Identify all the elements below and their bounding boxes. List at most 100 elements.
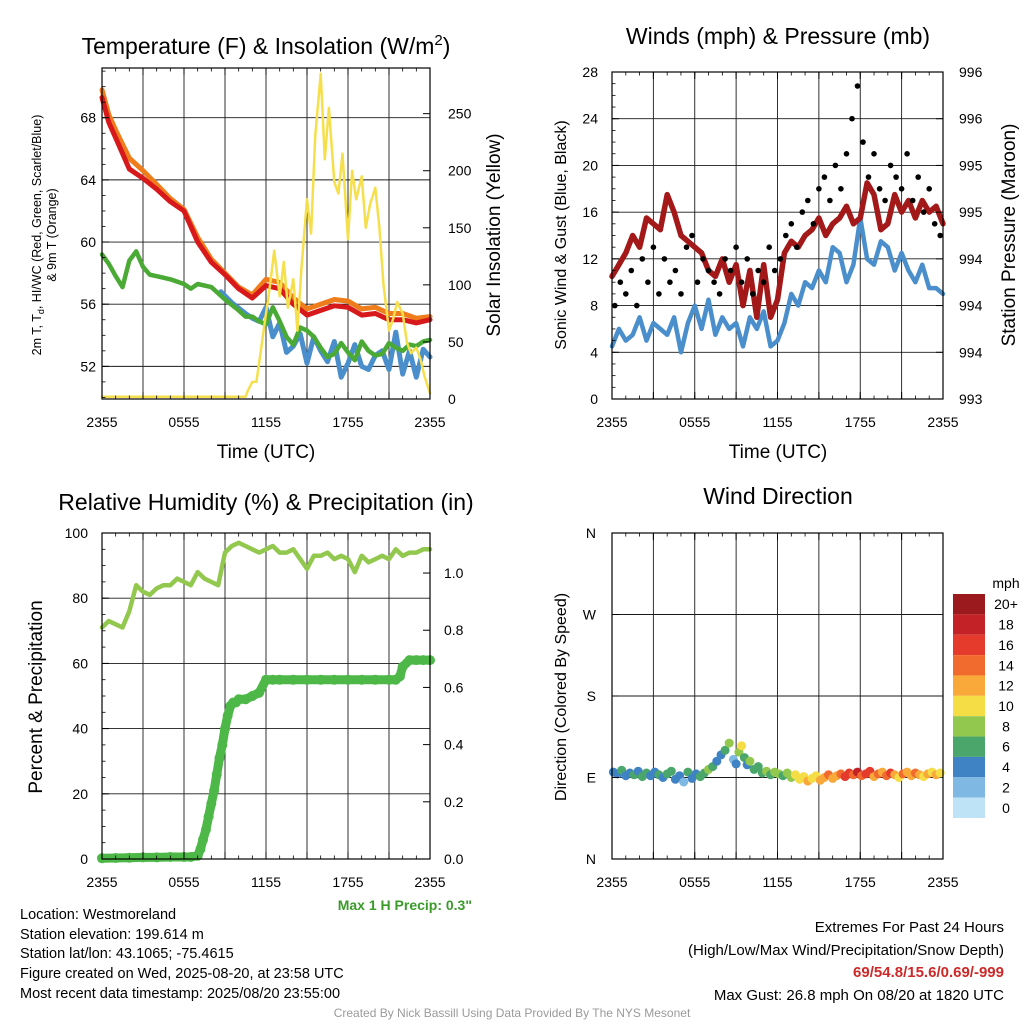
winds-ytick-label: 0	[590, 391, 598, 407]
insolation-ytick-label: 250	[448, 106, 472, 122]
precip-point	[195, 844, 206, 855]
temperature-ylabel-right: Solar Insolation (Yellow)	[484, 133, 505, 336]
colorbar-swatch	[953, 736, 985, 757]
gust-point	[639, 256, 646, 262]
gust-point	[783, 232, 789, 239]
colorbar-swatch	[953, 614, 985, 635]
gust-point	[887, 162, 894, 169]
gust-point	[909, 197, 916, 204]
gust-point	[645, 279, 651, 286]
precip-point	[203, 811, 214, 822]
precip-point	[394, 671, 405, 682]
pressure-ytick-label: 995	[959, 204, 983, 220]
precip-point	[315, 674, 326, 685]
winds-ytick-label: 8	[590, 298, 598, 314]
humidity-ytick-label: 100	[65, 525, 89, 541]
colorbar-label: 16	[998, 637, 1014, 653]
gust-point	[915, 174, 921, 180]
pressure-ytick-label: 994	[959, 251, 983, 267]
direction-point	[753, 762, 763, 772]
gust-point	[893, 174, 899, 180]
temperature-ylabel-left: 2m T, Td, HI/WC (Red, Green, Scarlet/Blu…	[30, 115, 46, 356]
direction-xtick-label: 2355	[596, 874, 627, 890]
temperature-ytick-label: 68	[80, 110, 96, 126]
insolation-ytick-label: 100	[448, 277, 472, 293]
humidity-xtick-label: 1155	[251, 874, 281, 890]
created-text: Figure created on Wed, 2025-08-20, at 23…	[20, 966, 344, 983]
precip-point	[370, 674, 381, 685]
humidity-ytick-label: 40	[72, 721, 88, 737]
pressure-line	[609, 180, 946, 321]
station-info: Location: Westmoreland Station elevation…	[20, 906, 344, 1005]
extremes-info: Extremes For Past 24 Hours (High/Low/Max…	[688, 917, 1004, 1007]
temperature-xtick-label: 0555	[168, 414, 199, 430]
gust-point	[683, 244, 690, 250]
colorbar-label: 12	[998, 678, 1014, 694]
precip-point	[209, 785, 220, 796]
gust-point	[865, 174, 872, 180]
pressure-ytick-label: 996	[959, 111, 983, 127]
extremes-values: 69/54.8/15.6/0.69/-999	[853, 964, 1004, 981]
temperature-ytick-label: 52	[80, 358, 96, 374]
gust-point	[854, 83, 861, 89]
humidity-panel: Relative Humidity (%) & Precipitation (i…	[26, 489, 474, 913]
winds-ytick-label: 28	[582, 64, 598, 80]
temperature-xtick-label: 1755	[332, 414, 363, 430]
colorbar-swatch	[953, 695, 985, 717]
pressure-ytick-label: 994	[959, 344, 983, 360]
direction-title: Wind Direction	[703, 483, 853, 509]
gust-point	[755, 267, 761, 274]
gust-point	[694, 279, 701, 286]
temperature-panel: Temperature (F) & Insolation (W/m2) 2355…	[30, 32, 505, 463]
gust-point	[898, 186, 905, 192]
precip-ytick-label: 0.4	[444, 737, 464, 753]
direction-ytick-label: N	[586, 851, 596, 867]
direction-point	[737, 741, 747, 751]
winds-ytick-label: 4	[590, 344, 598, 360]
latlon-text: Station lat/lon: 43.1065; -75.4615	[20, 946, 234, 963]
gust-point	[623, 291, 629, 297]
gust-point	[827, 197, 833, 204]
humidity-xtick-label: 2355	[414, 874, 445, 890]
direction-point	[731, 759, 741, 769]
two-meter-temp-line	[99, 95, 433, 326]
humidity-xtick-label: 2355	[86, 874, 117, 890]
winds-xlabel: Time (UTC)	[729, 442, 828, 463]
winds-series	[609, 83, 946, 355]
winds-xtick-label: 1155	[762, 414, 792, 430]
sonic-wind-line	[609, 215, 946, 355]
direction-point	[720, 745, 730, 755]
colorbar-swatch	[953, 716, 985, 737]
gust-point	[628, 267, 635, 274]
direction-grid	[612, 533, 943, 859]
temperature-ylabel-left-2: & 9m T (Orange)	[45, 188, 59, 281]
gust-point	[672, 267, 679, 274]
gust-point	[727, 267, 734, 274]
winds-ytick-label: 24	[582, 111, 598, 127]
precip-ytick-label: 0.6	[444, 679, 464, 695]
direction-ytick-label: W	[583, 607, 597, 623]
precip-point	[214, 752, 225, 763]
gust-point	[926, 186, 932, 192]
precip-point	[288, 674, 299, 685]
temperature-xtick-label: 2355	[86, 414, 117, 430]
precip-point	[411, 655, 422, 666]
winds-ylabel-left: Sonic Wind & Gust (Blue, Black)	[553, 120, 570, 349]
colorbar-label: 0	[1002, 800, 1010, 816]
pressure-ytick-label: 994	[959, 298, 983, 314]
winds-xtick-label: 1755	[845, 414, 876, 430]
winds-panel: Winds (mph) & Pressure (mb) 2355 0555 1155…	[553, 23, 1020, 463]
direction-point	[679, 777, 689, 787]
direction-ytick-label: E	[587, 770, 596, 786]
precip-ytick-label: 0.0	[444, 851, 464, 867]
location-text: Location: Westmoreland	[20, 907, 177, 923]
winds-xtick-label: 2355	[927, 414, 958, 430]
insolation-ytick-label: 200	[448, 163, 472, 179]
gust-point	[816, 186, 822, 192]
pressure-ytick-label: 996	[959, 64, 983, 80]
direction-ytick-label: S	[587, 688, 596, 704]
temperature-ytick-label: 60	[80, 234, 96, 250]
gust-point	[744, 256, 750, 262]
